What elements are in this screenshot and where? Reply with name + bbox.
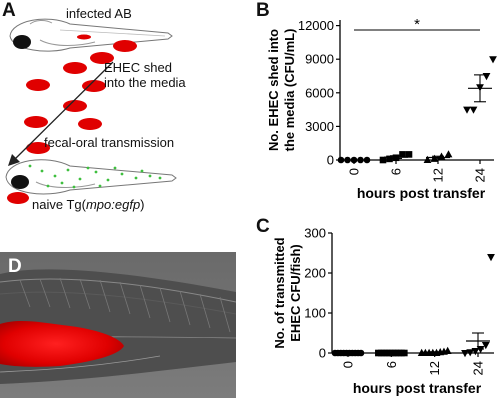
naive-fish-label: naive Tg(mpo:egfp) [32, 198, 145, 212]
x-tick-label: 6 [389, 168, 404, 175]
y-tick-label: 12000 [298, 18, 334, 33]
infected-fish-label: infected AB [66, 6, 132, 21]
data-point [401, 349, 408, 357]
data-point [337, 156, 345, 164]
chart-c-transmission: 0 100 200 300 0 6 12 24 hours post transfer No. o… [272, 226, 495, 396]
y-tick-label: 200 [304, 266, 326, 281]
data-point [423, 155, 432, 163]
data-point [463, 106, 471, 114]
fluorescence-micrograph [0, 252, 236, 398]
data-point [363, 156, 371, 164]
panel-label-b: B [256, 0, 270, 21]
data-point [444, 150, 453, 158]
panel-label-a: A [2, 0, 16, 21]
y-tick-label: 3000 [305, 119, 334, 134]
transmission-label: fecal-oral transmission [44, 135, 175, 150]
naive-fish [5, 159, 177, 195]
infected-fish [9, 18, 173, 52]
y-axis-title-b: No. EHEC shed into [266, 29, 281, 151]
y-axis-title-c: EHEC CFU/fish) [288, 244, 303, 342]
x-tick-label: 12 [431, 168, 446, 182]
naive-label-suffix: ) [140, 197, 145, 212]
x-tick-label: 12 [427, 361, 442, 375]
x-tick-label: 6 [384, 361, 399, 368]
x-tick-label: 0 [341, 361, 356, 368]
y-tick-label: 300 [304, 226, 326, 241]
shed-label: EHEC shed into the media [104, 60, 186, 90]
y-axis-title-c: No. of transmitted [272, 237, 287, 348]
naive-label-prefix: naive Tg( [32, 197, 86, 212]
y-tick-label: 6000 [305, 85, 334, 100]
transmission-arrow [8, 61, 114, 166]
data-point [405, 151, 413, 158]
data-point [476, 346, 485, 354]
data-point [481, 342, 490, 350]
y-tick-label: 9000 [305, 52, 334, 67]
x-tick-label: 24 [471, 361, 486, 375]
y-tick-label: 100 [304, 306, 326, 321]
significance-label: * [414, 16, 420, 33]
transmission-schematic [5, 18, 177, 204]
y-tick-label: 0 [319, 346, 326, 361]
chart-b-shedding: 0 3000 6000 9000 12000 0 6 12 24 hours post trans… [266, 16, 497, 201]
data-point [461, 350, 469, 358]
data-point [471, 348, 480, 356]
y-axis-title-b: the media (CFU/mL) [282, 29, 297, 152]
panel-label-c: C [256, 216, 270, 237]
naive-label-genotype: mpo:egfp [85, 197, 141, 212]
x-tick-label: 0 [347, 168, 362, 175]
data-point [466, 349, 475, 357]
data-point [469, 106, 478, 114]
data-point [482, 73, 491, 81]
data-point [357, 349, 365, 357]
data-point [489, 56, 497, 64]
x-tick-label: 24 [473, 168, 488, 182]
x-axis-title-c: hours post transfer [353, 380, 482, 396]
data-point [386, 155, 393, 163]
x-axis-title-b: hours post transfer [357, 185, 486, 201]
data-point [487, 254, 495, 262]
panel-label-d: D [8, 256, 22, 277]
data-point [399, 151, 406, 158]
y-tick-label: 0 [327, 153, 334, 168]
data-point [379, 156, 387, 164]
